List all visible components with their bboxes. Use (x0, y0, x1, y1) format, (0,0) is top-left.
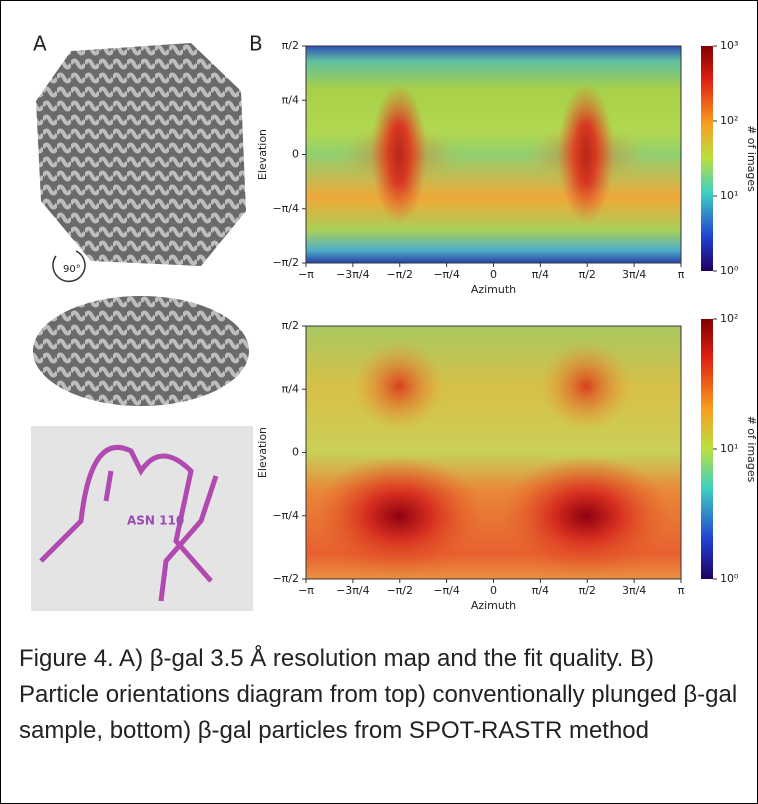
x-tick-label: 3π/4 (622, 584, 646, 597)
x-tick-label: −π (298, 584, 314, 597)
x-tick-label: −π/2 (386, 268, 413, 281)
colorbar-tick-label: 10² (720, 114, 738, 127)
x-tick-label: −π/4 (433, 584, 460, 597)
figure: A 90° ASN 110 B −π −3π/4 −π/2 −π/4 0 π/4 π/2 3π… (31, 32, 757, 612)
x-tick-label: π (678, 268, 685, 281)
rotation-arrow (52, 250, 86, 283)
caption: Figure 4. A) β-gal 3.5 Å resolution map … (19, 645, 738, 744)
y-axis-label: Elevation (256, 129, 269, 180)
x-tick-label: 3π/4 (622, 268, 646, 281)
panel-label: A (33, 32, 47, 56)
y-tick-label: 0 (292, 148, 299, 161)
rotation-label: 90° (63, 264, 81, 275)
x-tick-label: −3π/4 (336, 268, 370, 281)
x-tick-label: π/2 (579, 584, 596, 597)
map-top-view (36, 43, 246, 266)
y-tick-label: π/4 (282, 382, 299, 395)
x-axis-label: Azimuth (471, 283, 516, 296)
fit-panel (31, 426, 253, 611)
x-axis-label: Azimuth (471, 599, 516, 612)
colorbar-tick-label: 10¹ (720, 442, 738, 455)
x-tick-label: π/4 (532, 268, 549, 281)
panel-label: B (249, 32, 263, 56)
y-tick-label: −π/4 (272, 202, 299, 215)
y-tick-label: 0 (292, 446, 299, 459)
y-tick-label: π/2 (282, 39, 299, 52)
x-tick-label: π/2 (579, 268, 596, 281)
colorbar-label: # of images (745, 125, 757, 192)
y-tick-label: π/2 (282, 319, 299, 332)
colorbar-tick-label: 10⁰ (720, 264, 739, 277)
x-tick-label: π/4 (532, 584, 549, 597)
x-tick-label: π (678, 584, 685, 597)
y-tick-label: −π/4 (272, 509, 299, 522)
colorbar-tick-label: 10¹ (720, 189, 738, 202)
fit-sticks (39, 444, 219, 602)
heatmap (306, 326, 681, 579)
colorbar (701, 46, 713, 271)
colorbar-tick-label: 10³ (720, 39, 738, 52)
x-tick-label: 0 (490, 268, 497, 281)
x-tick-label: −π/4 (433, 268, 460, 281)
x-tick-label: −3π/4 (336, 584, 370, 597)
colorbar-tick-label: 10⁰ (720, 572, 739, 585)
x-tick-label: −π (298, 268, 314, 281)
colorbar-tick-label: 10² (720, 312, 738, 325)
colorbar (701, 319, 713, 579)
y-tick-label: π/4 (282, 93, 299, 106)
colorbar-label: # of images (745, 416, 757, 483)
x-tick-label: 0 (490, 584, 497, 597)
y-axis-label: Elevation (256, 427, 269, 478)
heatmap (306, 46, 681, 263)
residue-label: ASN 110 (127, 514, 184, 528)
map-side-view (33, 296, 249, 406)
y-tick-label: −π/2 (272, 572, 299, 585)
x-tick-label: −π/2 (386, 584, 413, 597)
y-tick-label: −π/2 (272, 256, 299, 269)
